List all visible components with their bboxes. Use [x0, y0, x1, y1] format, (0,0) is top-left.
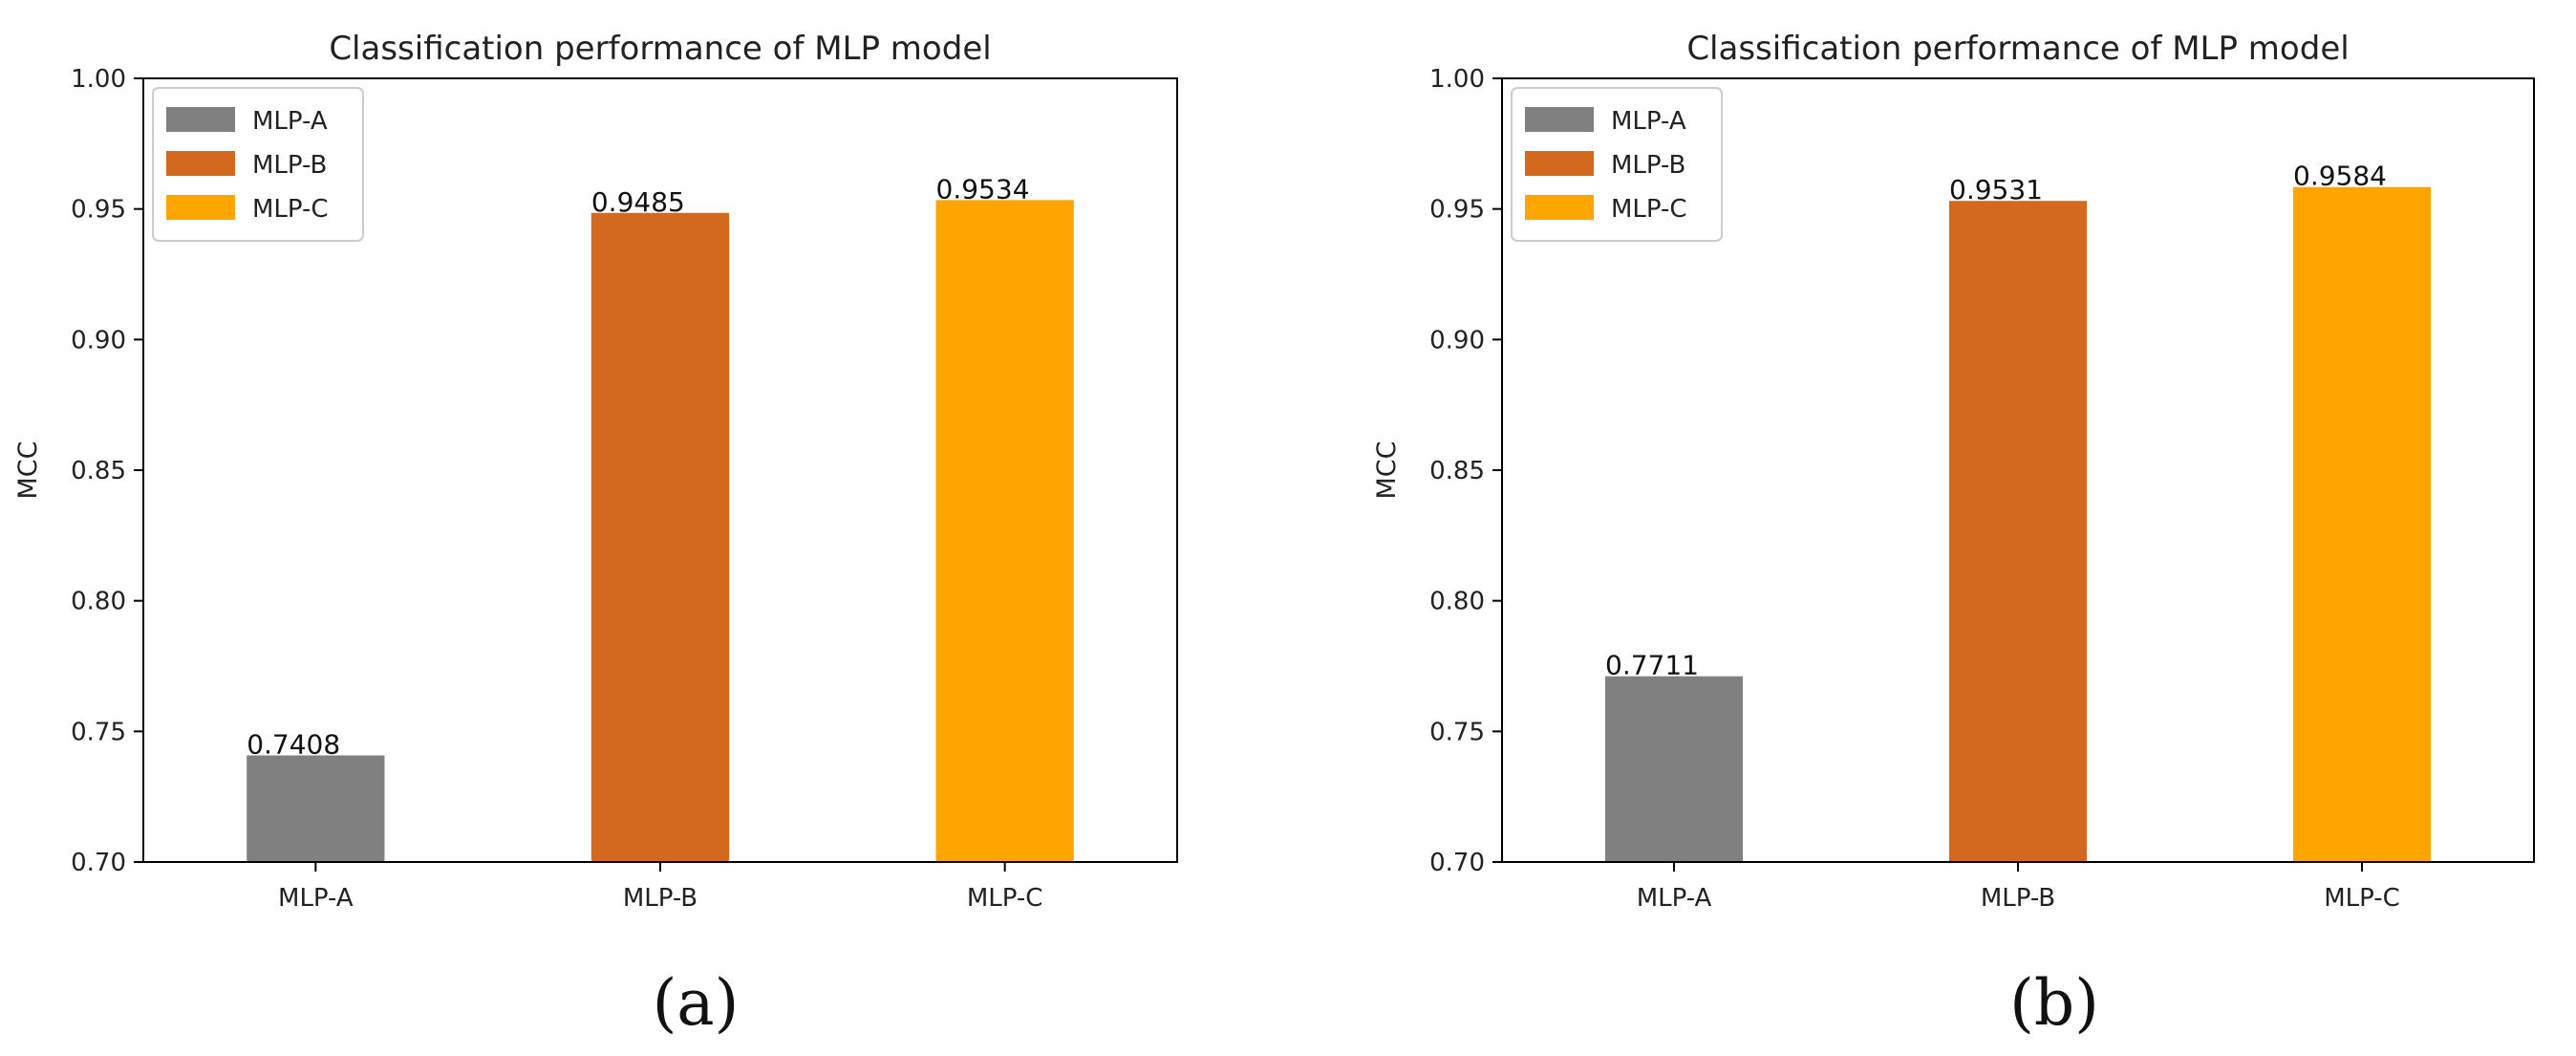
legend: MLP-A MLP-B MLP-C — [1511, 87, 1723, 242]
legend-label: MLP-A — [1611, 107, 1686, 136]
x-tick-label: MLP-B — [623, 884, 698, 913]
x-tick-label: MLP-A — [1637, 884, 1712, 913]
chart-panel-b: Classification performance of MLP model 0… — [1372, 30, 2535, 1040]
y-tick-label: 0.80 — [1429, 588, 1485, 616]
legend-swatch — [166, 151, 235, 176]
y-tick-label: 0.90 — [1429, 326, 1485, 355]
panel-label: (a) — [653, 966, 740, 1040]
legend-swatch — [1525, 151, 1594, 176]
value-label: 0.9531 — [1949, 174, 2043, 205]
y-tick-label: 0.75 — [71, 718, 126, 746]
x-tick-label: MLP-B — [1981, 884, 2055, 913]
x-tick-label: MLP-C — [2324, 884, 2400, 913]
legend-label: MLP-B — [252, 151, 327, 180]
legend: MLP-A MLP-B MLP-C — [152, 87, 364, 242]
bar-mlp-a — [1605, 676, 1743, 862]
y-tick-label: 0.90 — [71, 326, 126, 355]
bar-mlp-c — [935, 200, 1074, 862]
x-tick-label: MLP-A — [278, 884, 354, 913]
legend-label: MLP-B — [1611, 151, 1685, 180]
bar-mlp-b — [1949, 201, 2087, 862]
y-axis-title: MCC — [1372, 441, 1402, 499]
value-label: 0.9534 — [936, 173, 1030, 205]
x-tick-label: MLP-C — [967, 884, 1043, 913]
legend-label: MLP-A — [252, 107, 328, 136]
legend-label: MLP-C — [252, 195, 329, 224]
y-tick-label: 0.95 — [71, 196, 126, 225]
bar-mlp-b — [590, 212, 730, 862]
legend-swatch — [166, 107, 235, 132]
y-tick-label: 1.00 — [1429, 65, 1485, 94]
legend-swatch — [1525, 195, 1594, 220]
value-label: 0.9485 — [591, 186, 685, 218]
value-label: 0.9584 — [2293, 161, 2387, 192]
chart-panel-a: Classification performance of MLP model 0… — [13, 30, 1178, 1040]
y-tick-label: 1.00 — [71, 65, 126, 94]
y-tick-label: 0.95 — [1429, 196, 1485, 225]
y-tick-label: 0.85 — [1429, 457, 1485, 485]
legend-label: MLP-C — [1611, 195, 1687, 224]
chart-title: Classification performance of MLP model — [1686, 30, 2349, 68]
value-label: 0.7711 — [1605, 650, 1699, 681]
y-tick-label: 0.70 — [71, 849, 126, 877]
bar-mlp-c — [2293, 186, 2431, 862]
y-tick-label: 0.80 — [71, 588, 126, 616]
value-label: 0.7408 — [247, 728, 340, 760]
legend-swatch — [166, 195, 235, 220]
chart-title: Classification performance of MLP model — [329, 30, 991, 68]
y-tick-label: 0.85 — [71, 457, 126, 485]
y-tick-label: 0.70 — [1429, 849, 1485, 877]
y-tick-label: 0.75 — [1429, 718, 1485, 746]
legend-swatch — [1525, 107, 1594, 132]
y-axis-title: MCC — [13, 441, 43, 499]
bar-mlp-a — [247, 755, 385, 862]
panel-label: (b) — [2009, 966, 2099, 1040]
